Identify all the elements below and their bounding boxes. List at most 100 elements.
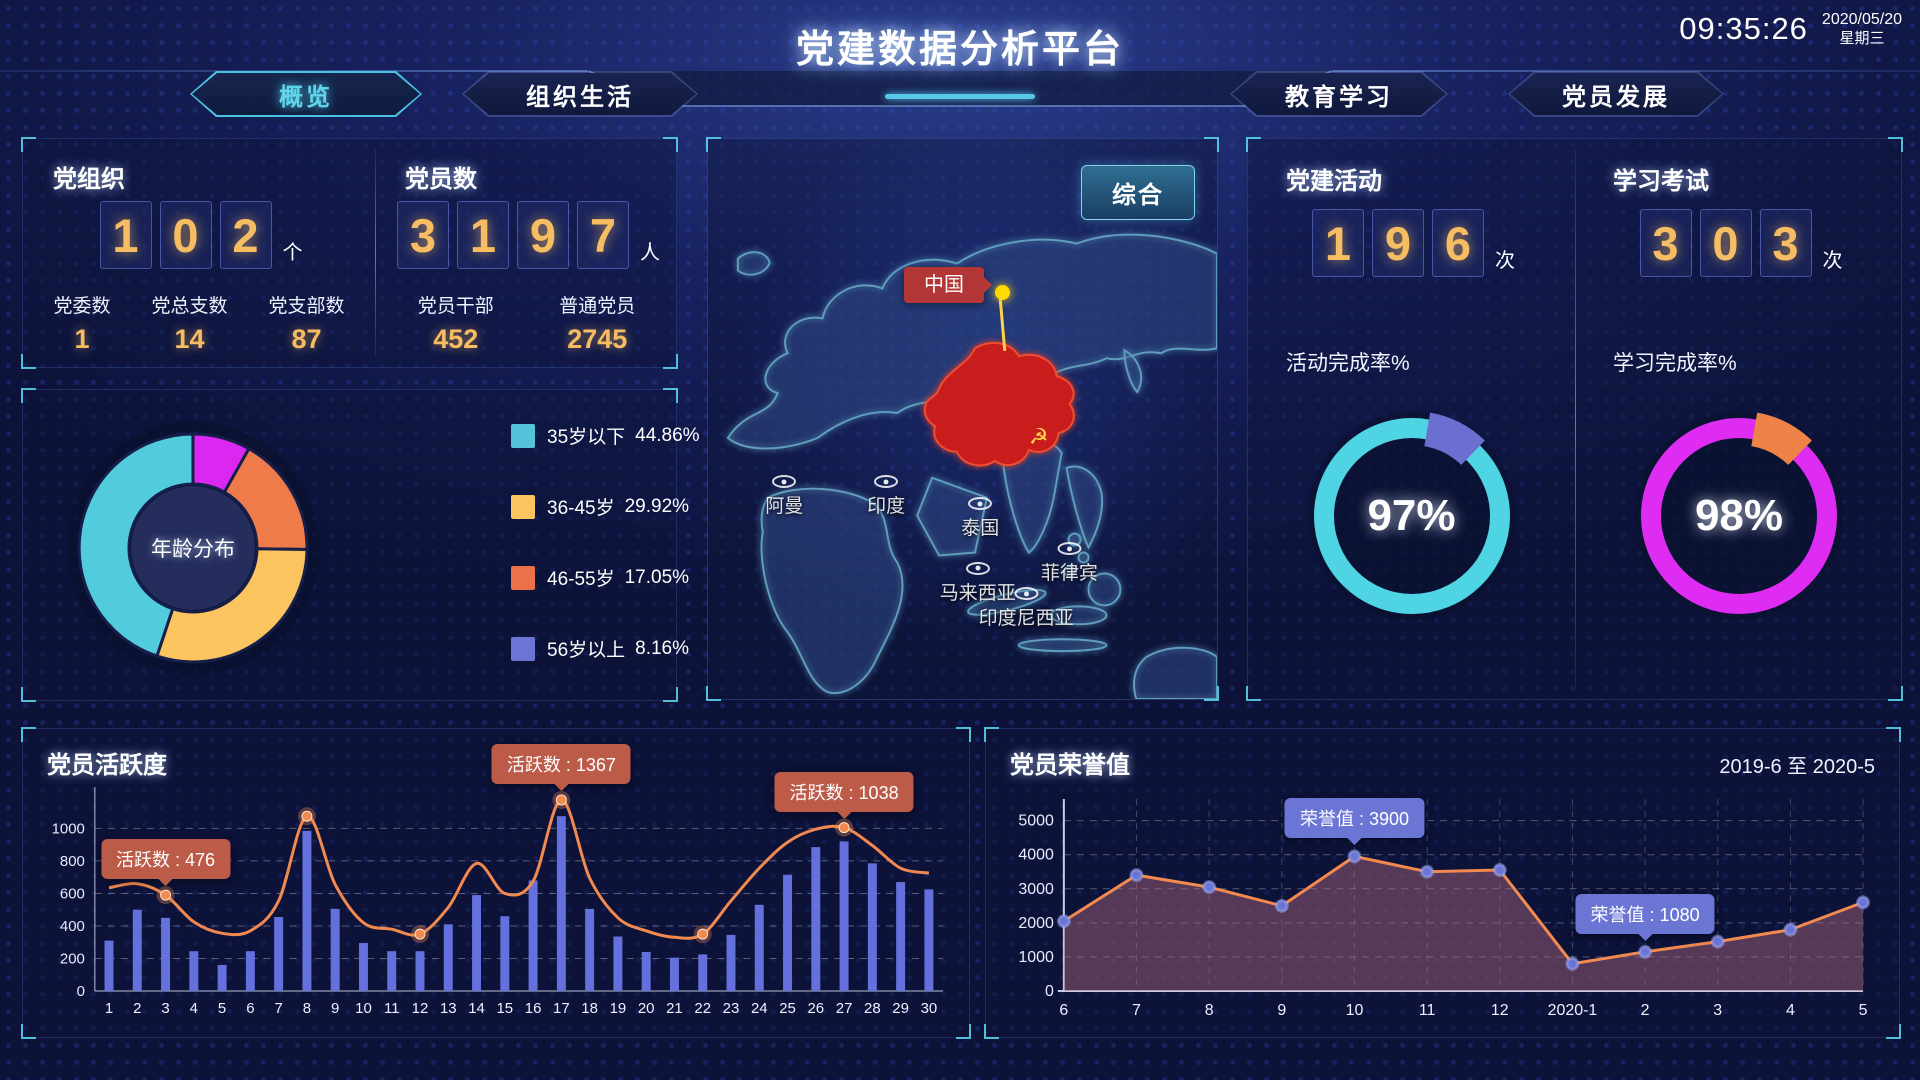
digit-box: 9 <box>517 201 569 269</box>
eye-icon <box>1014 587 1039 600</box>
map-label-thailand: 泰国 <box>961 497 999 540</box>
svg-text:21: 21 <box>666 1000 683 1017</box>
date-text: 2020/05/20 <box>1821 11 1902 28</box>
member-honor-chart-panel: 党员荣誉值 2019-6 至 2020-5 6 7 8 9 10 11 12 2020-1 2 3… <box>984 727 1901 1039</box>
china-shape: ☭ <box>923 341 1075 467</box>
legend-item: 36-45岁 29.92% <box>511 493 689 520</box>
activity-bar <box>161 917 171 991</box>
svg-text:14: 14 <box>468 1000 485 1017</box>
svg-text:4000: 4000 <box>1018 847 1054 864</box>
svg-text:5: 5 <box>1859 1002 1868 1019</box>
tab-member-dev-label: 党员发展 <box>1510 73 1722 115</box>
activity-bar <box>924 889 934 991</box>
area-marker <box>1856 895 1871 910</box>
line-marker <box>555 794 567 806</box>
svg-text:23: 23 <box>723 1000 740 1017</box>
svg-text:3: 3 <box>161 1000 169 1017</box>
legend-swatch <box>511 423 535 448</box>
digit-box: 3 <box>1759 209 1812 277</box>
svg-text:11: 11 <box>1419 1002 1436 1019</box>
map-mode-button[interactable]: 综合 <box>1081 165 1195 220</box>
tab-member-dev[interactable]: 党员发展 <box>1508 71 1724 117</box>
area-marker <box>1492 863 1507 878</box>
svg-text:13: 13 <box>440 1000 457 1017</box>
line-marker <box>301 810 313 822</box>
digit-unit: 个 <box>282 242 303 264</box>
svg-text:20: 20 <box>638 1000 655 1017</box>
eye-icon <box>965 561 990 575</box>
activity-bar <box>783 874 793 991</box>
digit-box: 1 <box>457 201 509 269</box>
age-donut-center-label: 年龄分布 <box>151 538 235 561</box>
activity-bar <box>669 957 679 991</box>
legend-item: 46-55岁 17.05% <box>511 564 689 591</box>
activity-bar <box>528 880 538 991</box>
study-percent: 98% <box>1694 491 1784 540</box>
area-marker <box>1710 934 1725 949</box>
activity-bar <box>415 951 425 991</box>
svg-text:400: 400 <box>60 918 85 935</box>
svg-text:11: 11 <box>384 1000 400 1017</box>
svg-text:16: 16 <box>525 1000 542 1017</box>
activity-bar <box>500 916 510 991</box>
stat-cadres: 党员干部 452 <box>417 296 494 354</box>
svg-text:6: 6 <box>246 1000 254 1017</box>
svg-text:600: 600 <box>60 885 85 902</box>
study-rate-label: 学习完成率% <box>1613 352 1737 375</box>
activity-bar <box>330 908 340 991</box>
svg-text:28: 28 <box>864 1000 881 1017</box>
legend-label: 46-55岁 <box>547 569 615 590</box>
svg-text:8: 8 <box>303 1000 311 1017</box>
tab-overview[interactable]: 概览 <box>190 71 422 117</box>
area-marker <box>1565 956 1580 971</box>
legend-value: 8.16% <box>635 637 690 659</box>
china-tag: 中国 <box>904 267 984 303</box>
digit-box: 1 <box>99 201 152 269</box>
activity-bar <box>189 951 199 991</box>
digit-box: 2 <box>219 201 272 269</box>
map-label-india: 印度 <box>867 475 905 518</box>
digit-box: 0 <box>1699 209 1752 277</box>
party-emblem-icon: ☭ <box>1029 424 1049 449</box>
svg-text:18: 18 <box>581 1000 598 1017</box>
member-activity-chart-panel: 党员活跃度 0 200 400 600 800 1000 1 2 3 4 5 6 7 8 9 10 11 12 13… <box>21 727 971 1039</box>
legend-label: 35岁以下 <box>547 427 626 448</box>
svg-text:2000: 2000 <box>1018 915 1054 932</box>
tab-education-label: 教育学习 <box>1232 73 1446 115</box>
page-title: 党建数据分析平台 <box>795 29 1125 71</box>
svg-text:5: 5 <box>218 1000 226 1017</box>
tab-org-life-label: 组织生活 <box>464 73 696 115</box>
activity-bar <box>358 943 368 991</box>
svg-text:25: 25 <box>779 1000 796 1017</box>
eye-icon <box>772 475 797 488</box>
tab-org-life[interactable]: 组织生活 <box>462 71 698 117</box>
map-label-malaysia: 马来西亚 <box>940 561 1016 605</box>
age-legend: 35岁以下 44.86% 36-45岁 29.92% 46-55岁 17.05% 56岁以上… <box>511 422 700 662</box>
svg-text:1000: 1000 <box>52 820 85 837</box>
tab-education[interactable]: 教育学习 <box>1230 71 1448 117</box>
activity-bar <box>217 964 227 991</box>
map-panel: ☭ 综合 中国 阿曼 印度 泰国 马来西亚 菲律宾 印度尼西亚 <box>706 137 1219 701</box>
stat-ordinary-members: 普通党员 2745 <box>559 296 636 354</box>
activity-bar <box>698 954 708 991</box>
svg-text:5000: 5000 <box>1018 813 1054 830</box>
map-label-philippines: 菲律宾 <box>1041 542 1098 585</box>
age-donut-chart <box>67 422 319 674</box>
line-marker <box>160 889 172 901</box>
legend-label: 36-45岁 <box>547 498 615 519</box>
svg-text:24: 24 <box>751 1000 768 1017</box>
chart-tooltip: 活跃数 : 476 <box>101 839 231 880</box>
svg-text:10: 10 <box>355 1000 372 1017</box>
svg-text:12: 12 <box>412 1000 429 1017</box>
activity-bar <box>896 882 906 991</box>
svg-text:2: 2 <box>1641 1002 1650 1019</box>
activity-progress-ring: 97% <box>1297 401 1527 631</box>
study-exam-title: 学习考试 <box>1613 168 1709 195</box>
legend-value: 17.05% <box>624 566 690 588</box>
